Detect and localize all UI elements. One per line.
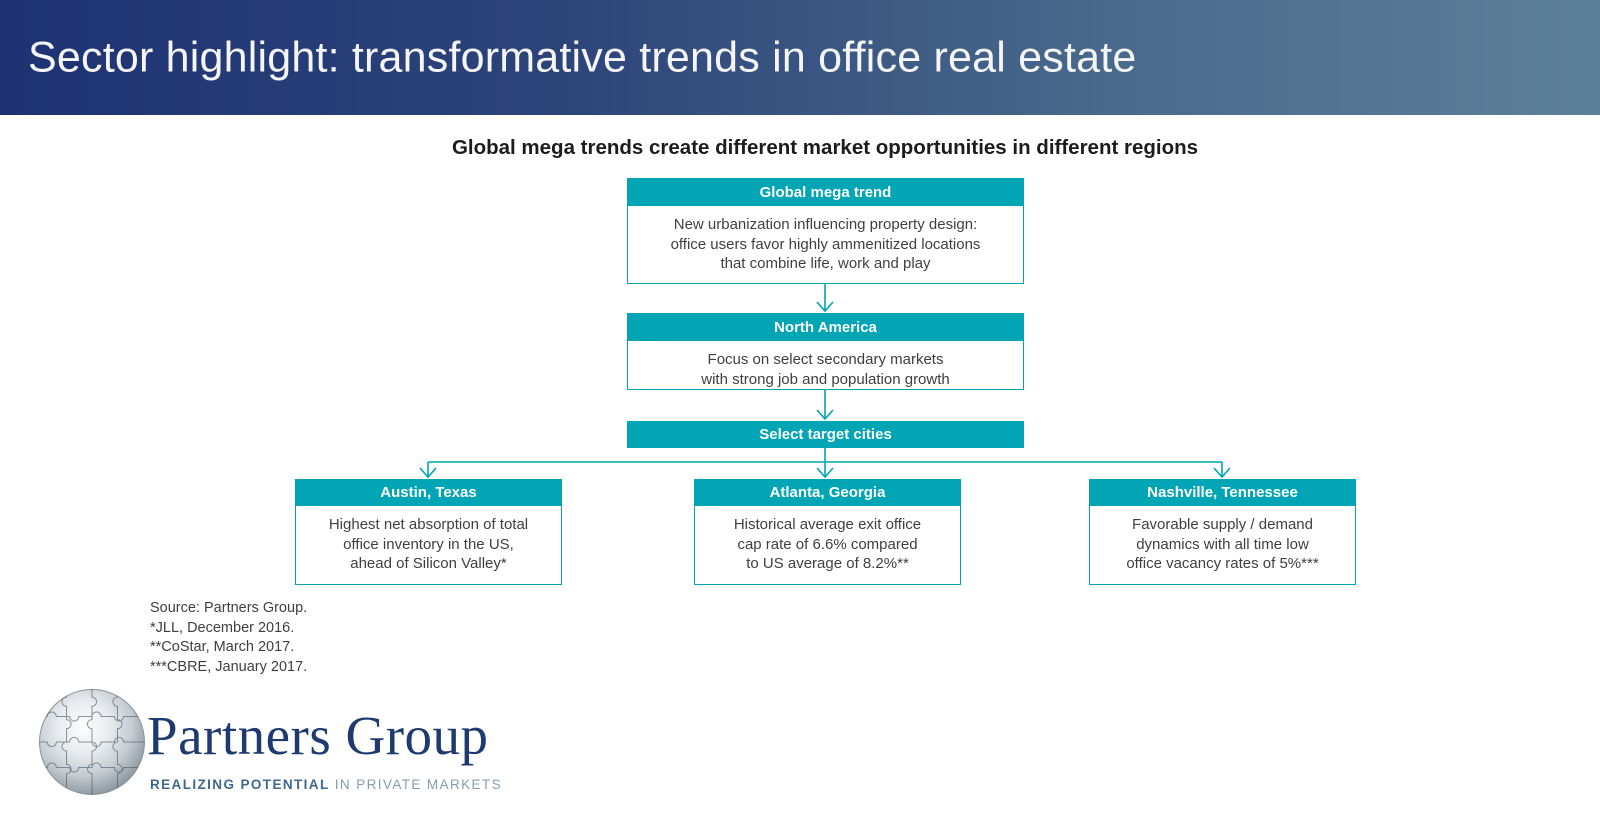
flow-node-body: Historical average exit office cap rate … xyxy=(733,516,922,572)
flow-node-atlanta: Atlanta, Georgia Historical average exit… xyxy=(694,479,961,585)
globe-puzzle-icon xyxy=(39,689,145,795)
slide-subtitle: Global mega trends create different mark… xyxy=(451,136,1199,159)
flow-node-header: North America xyxy=(628,314,1023,341)
source-line: Source: Partners Group. xyxy=(150,600,308,616)
tagline-bold-text: REALIZING POTENTIAL xyxy=(150,777,330,792)
flow-node-nashville: Nashville, Tennessee Favorable supply / … xyxy=(1089,479,1356,585)
title-banner: Sector highlight: transformative trends … xyxy=(0,0,1600,115)
flow-node-body: Favorable supply / demand dynamics with … xyxy=(1126,516,1319,572)
flow-node-body: New urbanization influencing property de… xyxy=(670,216,981,272)
source-notes: Source: Partners Group. *JLL, December 2… xyxy=(150,599,307,677)
flow-node-body: Highest net absorption of total office i… xyxy=(328,516,529,572)
flow-node-header: Austin, Texas xyxy=(296,480,561,506)
footnote-line: *JLL, December 2016. xyxy=(150,619,295,636)
flow-node-select-target-cities: Select target cities xyxy=(627,421,1024,448)
logo-tagline: REALIZING POTENTIAL IN PRIVATE MARKETS xyxy=(150,777,502,792)
footnote-line: **CoStar, March 2017. xyxy=(150,639,295,655)
flow-node-body: Focus on select secondary markets with s… xyxy=(701,351,950,388)
flow-node-header: Atlanta, Georgia xyxy=(695,480,960,506)
flow-node-header: Nashville, Tennessee xyxy=(1090,480,1355,506)
footnote-line: ***CBRE, January 2017. xyxy=(150,658,308,675)
flow-node-global-mega-trend: Global mega trend New urbanization influ… xyxy=(627,178,1024,284)
flow-node-austin: Austin, Texas Highest net absorption of … xyxy=(295,479,562,585)
flow-node-header: Global mega trend xyxy=(628,179,1023,206)
slide-title: Sector highlight: transformative trends … xyxy=(28,33,1137,81)
tagline-light-text: IN PRIVATE MARKETS xyxy=(329,777,502,792)
logo-wordmark: Partners Group xyxy=(147,705,489,766)
flow-node-north-america: North America Focus on select secondary … xyxy=(627,313,1024,390)
